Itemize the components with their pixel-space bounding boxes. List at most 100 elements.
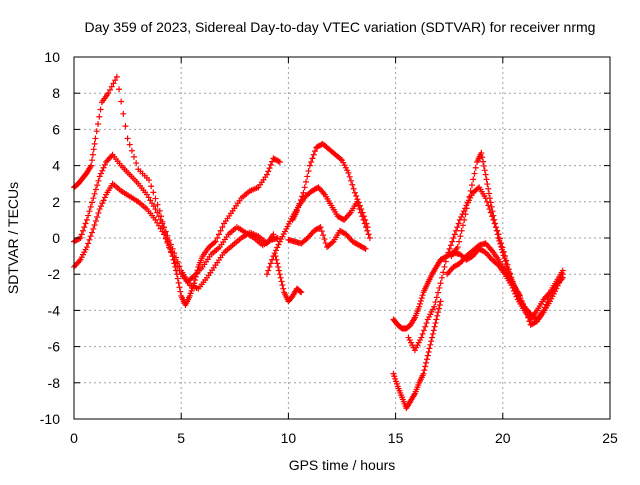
data-point <box>157 216 164 223</box>
data-point <box>493 227 500 234</box>
data-point <box>116 86 123 93</box>
data-point <box>267 260 274 267</box>
y-tick-label: -10 <box>40 411 60 427</box>
data-point <box>100 197 107 204</box>
data-point <box>431 303 438 310</box>
data-point <box>219 224 226 231</box>
data-point <box>272 253 279 260</box>
data-point <box>89 199 96 206</box>
data-point <box>496 237 503 244</box>
data-point <box>108 83 115 90</box>
data-point <box>447 242 454 249</box>
data-point <box>99 200 106 207</box>
data-point <box>361 245 368 252</box>
data-point <box>173 254 180 261</box>
data-point <box>488 203 495 210</box>
data-point <box>155 213 162 220</box>
data-point <box>271 250 278 257</box>
data-point <box>263 271 270 278</box>
data-point <box>96 173 103 180</box>
series-track <box>71 73 283 308</box>
data-point <box>131 153 138 160</box>
y-tick-labels: -10 -8 -6 -4 -2 0 2 4 6 8 10 <box>40 49 60 427</box>
data-point <box>87 233 94 240</box>
x-tick-label: 15 <box>388 430 404 446</box>
data-point <box>150 189 157 196</box>
data-point <box>419 330 426 337</box>
data-point <box>435 305 442 312</box>
data-point <box>83 244 90 251</box>
data-point <box>490 212 497 219</box>
data-point <box>436 301 443 308</box>
data-point <box>304 173 311 180</box>
x-tick-label: 25 <box>602 430 618 446</box>
data-point <box>265 168 272 175</box>
x-tick-label: 20 <box>495 430 511 446</box>
data-point <box>337 156 344 163</box>
data-point <box>89 229 96 236</box>
x-axis-label: GPS time / hours <box>289 457 396 473</box>
data-point <box>501 255 508 262</box>
data-point <box>422 323 429 330</box>
data-point <box>418 295 425 302</box>
data-point <box>88 162 95 169</box>
data-marks <box>71 73 566 412</box>
data-point <box>89 151 96 158</box>
data-point <box>349 181 356 188</box>
data-point <box>311 148 318 155</box>
data-point <box>354 196 361 203</box>
y-tick-label: -4 <box>48 302 61 318</box>
data-point <box>451 231 458 238</box>
data-point <box>416 303 423 310</box>
data-point <box>429 334 436 341</box>
data-point <box>274 235 281 241</box>
series-track <box>390 298 444 412</box>
data-point <box>86 208 93 215</box>
data-point <box>502 258 509 265</box>
data-point <box>434 312 441 319</box>
data-point <box>517 295 524 302</box>
data-point <box>497 240 504 247</box>
data-point <box>495 235 502 241</box>
data-point <box>93 128 100 135</box>
data-point <box>362 245 369 252</box>
data-point <box>346 173 353 180</box>
data-point <box>101 194 108 201</box>
data-point <box>525 314 532 321</box>
data-point <box>177 288 184 295</box>
data-point <box>306 162 313 169</box>
data-point <box>265 267 272 274</box>
data-point <box>110 80 117 87</box>
data-point <box>435 289 442 296</box>
data-point <box>432 320 439 327</box>
data-point <box>122 123 129 130</box>
data-point <box>516 292 523 299</box>
data-point <box>89 157 96 164</box>
data-point <box>299 193 306 200</box>
data-point <box>162 228 169 235</box>
data-point <box>426 345 433 352</box>
data-point <box>280 285 287 292</box>
data-point <box>442 258 449 265</box>
data-point <box>487 199 494 206</box>
data-point <box>211 239 218 246</box>
data-point <box>479 154 486 161</box>
data-point <box>90 195 97 202</box>
data-point <box>420 327 427 334</box>
data-point <box>486 190 493 197</box>
data-point <box>96 206 103 213</box>
data-point <box>465 199 472 206</box>
data-point <box>171 250 178 257</box>
data-point <box>105 90 112 97</box>
x-tick-label: 0 <box>70 430 78 446</box>
data-point <box>420 370 427 377</box>
data-point <box>167 241 174 248</box>
data-point <box>275 158 282 165</box>
data-point <box>472 164 479 171</box>
data-point <box>458 227 465 234</box>
data-point <box>471 170 478 177</box>
data-point <box>169 245 176 252</box>
data-point <box>98 203 105 210</box>
data-point <box>462 211 469 218</box>
